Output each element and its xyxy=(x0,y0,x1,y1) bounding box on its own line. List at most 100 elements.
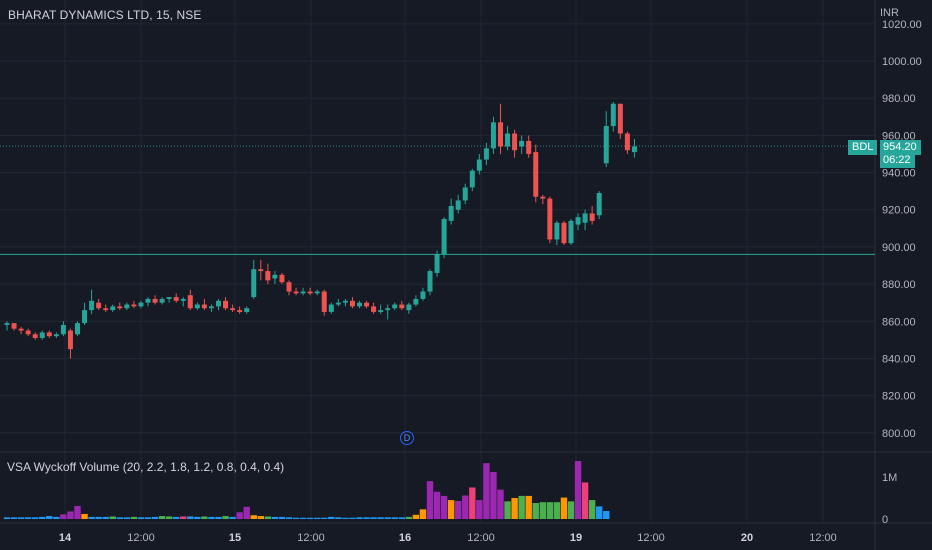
volume-bar xyxy=(3,517,11,519)
volume-bar xyxy=(264,516,272,519)
volume-bar xyxy=(130,516,138,519)
candle-body xyxy=(96,302,102,309)
volume-bar xyxy=(603,511,610,519)
volume-bar xyxy=(405,516,413,519)
candle-body xyxy=(39,332,45,338)
volume-bar xyxy=(60,514,67,519)
candle-body xyxy=(575,217,581,225)
volume-bar xyxy=(412,514,420,519)
volume-bar xyxy=(285,517,293,519)
volume-bar xyxy=(511,498,518,519)
candle-body xyxy=(385,308,391,311)
volume-bar xyxy=(208,516,215,519)
volume-bar xyxy=(271,516,279,519)
y-tick-label: 800.00 xyxy=(882,428,916,440)
volume-bar xyxy=(567,501,575,519)
x-tick-label: 12:00 xyxy=(297,532,325,544)
candle-body xyxy=(406,304,412,311)
volume-bar xyxy=(314,517,321,519)
candle-body xyxy=(251,269,257,298)
candle-body xyxy=(124,304,130,309)
volume-bar xyxy=(53,516,60,519)
chart-title: BHARAT DYNAMICS LTD, 15, NSE xyxy=(8,8,202,22)
candle-body xyxy=(117,306,123,309)
candle-body xyxy=(469,170,475,188)
currency-label: INR xyxy=(880,7,899,19)
volume-bar xyxy=(67,511,74,519)
candle-body xyxy=(166,297,172,299)
candle-body xyxy=(441,219,447,255)
volume-bar xyxy=(10,517,18,519)
candle-body xyxy=(335,302,341,305)
volume-bar xyxy=(504,501,511,519)
candle-body xyxy=(617,103,623,134)
candle-body xyxy=(533,152,539,197)
volume-bar xyxy=(81,513,88,519)
candle-body xyxy=(194,304,200,309)
candle-body xyxy=(237,310,243,312)
candle-body xyxy=(300,291,306,294)
volume-bar xyxy=(109,516,116,519)
volume-bar xyxy=(476,500,483,519)
candle-body xyxy=(75,323,80,335)
candle-body xyxy=(364,302,370,307)
dividend-marker[interactable]: D xyxy=(400,431,414,445)
candle-body xyxy=(582,213,588,223)
volume-bar xyxy=(187,516,194,519)
candle-body xyxy=(596,192,602,216)
volume-bar xyxy=(95,516,102,519)
candle-body xyxy=(32,334,38,338)
candle-body xyxy=(328,304,334,312)
candle-body xyxy=(223,300,229,309)
volume-bar xyxy=(483,463,490,519)
candle-body xyxy=(110,306,116,311)
candle-body xyxy=(258,269,264,272)
candle-body xyxy=(519,140,525,147)
x-tick-label: 20 xyxy=(741,532,753,544)
candle-body xyxy=(60,324,66,335)
indicator-label[interactable]: VSA Wyckoff Volume (20, 2.2, 1.8, 1.2, 0… xyxy=(7,460,285,474)
candle-body xyxy=(371,306,377,312)
candle-body xyxy=(589,213,595,221)
x-tick-label: 19 xyxy=(570,532,582,544)
volume-bar xyxy=(194,516,201,519)
volume-bar xyxy=(299,517,307,519)
volume-bar xyxy=(250,515,257,519)
volume-bar xyxy=(116,517,123,519)
candle-body xyxy=(265,271,271,281)
volume-bar xyxy=(278,516,286,519)
volume-bar xyxy=(137,517,145,519)
volume-bar xyxy=(398,517,405,519)
volume-bar xyxy=(433,491,441,519)
volume-bar xyxy=(257,516,264,519)
candle-body xyxy=(293,291,299,294)
x-tick-label: 14 xyxy=(59,532,72,544)
volume-bar xyxy=(215,516,222,519)
volume-bar xyxy=(596,506,603,519)
y-tick-label: 860.00 xyxy=(882,316,916,328)
candle-body xyxy=(561,222,567,244)
candle-body xyxy=(11,323,17,329)
candle-body xyxy=(455,200,461,210)
candle-body xyxy=(46,332,52,337)
volume-bar xyxy=(560,497,568,519)
volume-bar xyxy=(102,516,109,519)
volume-bar xyxy=(292,517,300,519)
bar-countdown-badge: 06:22 xyxy=(880,153,915,168)
y-tick-label: 1000.00 xyxy=(882,56,922,68)
volume-bar xyxy=(46,516,53,519)
candle-body xyxy=(399,304,405,309)
candle-body xyxy=(554,222,560,240)
volume-bar xyxy=(469,487,476,519)
candle-body xyxy=(152,298,158,303)
candle-body xyxy=(272,274,278,279)
candle-body xyxy=(307,291,313,294)
candle-body xyxy=(25,330,31,335)
candle-body xyxy=(208,306,214,309)
candle-body xyxy=(67,330,73,350)
volume-bar xyxy=(462,495,469,519)
volume-bar xyxy=(553,502,561,519)
candle-body xyxy=(138,302,144,307)
volume-bar xyxy=(39,516,46,519)
